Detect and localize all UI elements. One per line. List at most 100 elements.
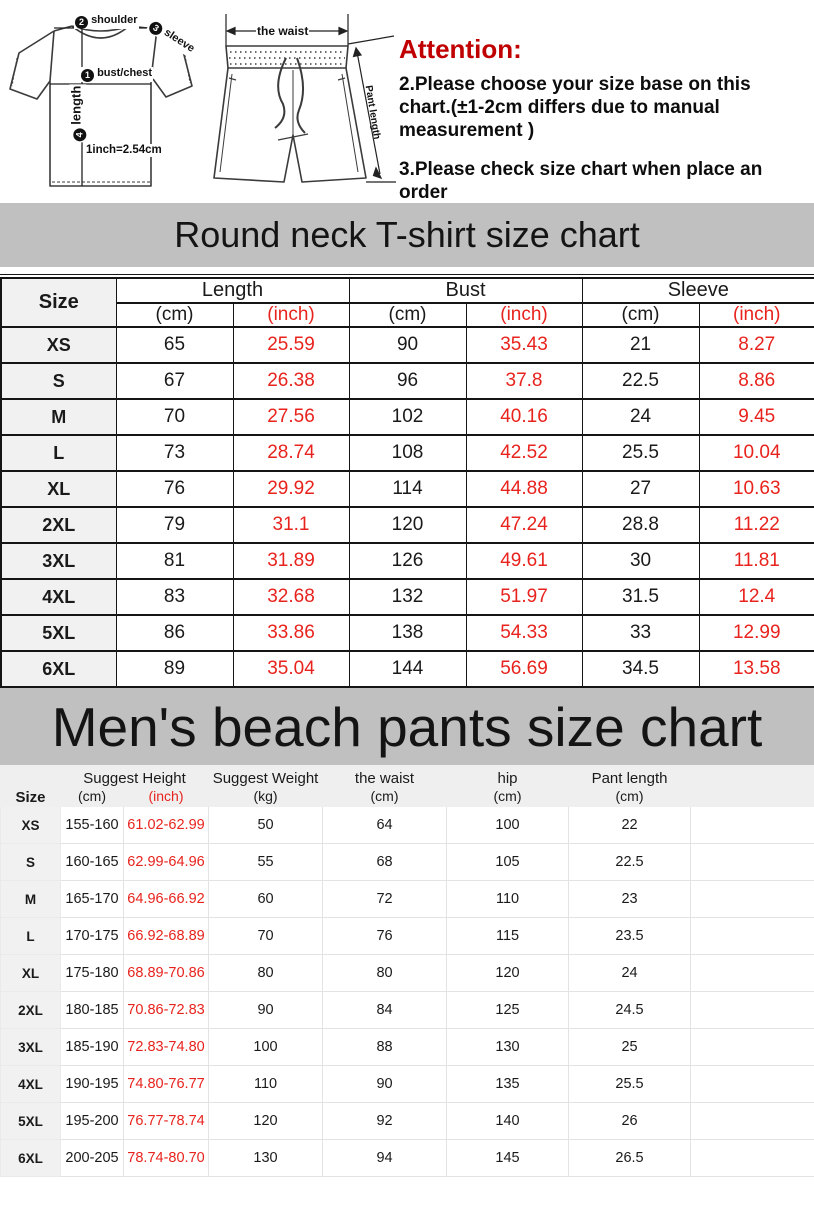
tshirt-sleeve-inch-cell: 10.04: [698, 434, 814, 472]
tshirt-bust-inch-cell: 54.33: [465, 614, 583, 652]
bust-number-badge: 1: [81, 69, 94, 82]
pants-height-inch-cell: 61.02-62.99: [122, 806, 210, 844]
pants-size-row: 6XL 200-205 78.74-80.70 130 94 145 26.5: [0, 1139, 814, 1177]
pants-size-cell: 4XL: [0, 1065, 61, 1103]
tshirt-size-row: 6XL 89 35.04 144 56.69 34.5 13.58: [0, 650, 814, 688]
tshirt-bust-cm-cell: 90: [348, 326, 467, 364]
pants-waist-cell: 84: [322, 991, 448, 1029]
tshirt-sleeve-inch-cell: 11.22: [698, 506, 814, 544]
tshirt-sleeve-inch-cell: 11.81: [698, 542, 814, 580]
pants-weight-cell: 90: [208, 991, 324, 1029]
pants-size-row: S 160-165 62.99-64.96 55 68 105 22.5: [0, 843, 814, 881]
tshirt-size-row: XS 65 25.59 90 35.43 21 8.27: [0, 326, 814, 364]
tshirt-length-inch-cell: 26.38: [232, 362, 350, 400]
tshirt-size-cell: 5XL: [0, 614, 117, 652]
attention-note-2: 2.Please choose your size base on this c…: [399, 74, 751, 141]
pants-pant-length-cell: 22.5: [568, 843, 692, 881]
tshirt-sleeve-cm-cell: 24: [581, 398, 700, 436]
tshirt-bust-cm-cell: 120: [348, 506, 467, 544]
attention-block: Attention: 2.Please choose your size bas…: [399, 34, 801, 204]
pants-empty-cell: [690, 1139, 814, 1177]
pants-waist-cell: 64: [322, 806, 448, 844]
pants-waist-cell: 92: [322, 1102, 448, 1140]
tshirt-sleeve-inch-cell: 12.4: [698, 578, 814, 616]
tshirt-length-inch-cell: 35.04: [232, 650, 350, 688]
pants-hip-cell: 140: [446, 1102, 570, 1140]
tshirt-bust-cm-cell: 114: [348, 470, 467, 508]
pants-size-cell: M: [0, 880, 61, 918]
pants-weight-kg-unit: (kg): [208, 787, 324, 807]
pants-empty-cell: [690, 843, 814, 881]
pants-size-row: 5XL 195-200 76.77-78.74 120 92 140 26: [0, 1102, 814, 1140]
pants-header-waist: the waist: [322, 765, 448, 788]
pants-pant-length-cell: 24: [568, 954, 692, 992]
inch-conversion-note: 1inch=2.54cm: [85, 144, 163, 157]
tshirt-sleeve-cm-cell: 22.5: [581, 362, 700, 400]
pants-weight-cell: 130: [208, 1139, 324, 1177]
tshirt-size-cell: S: [0, 362, 117, 400]
tshirt-bust-cm-cell: 138: [348, 614, 467, 652]
tshirt-length-cm-cell: 70: [115, 398, 234, 436]
tshirt-length-inch-cell: 28.74: [232, 434, 350, 472]
tshirt-bust-inch-cell: 37.8: [465, 362, 583, 400]
tshirt-length-cm-cell: 81: [115, 542, 234, 580]
tshirt-length-inch-cell: 31.89: [232, 542, 350, 580]
length-number-badge: 4: [73, 128, 87, 142]
tshirt-size-cell: 4XL: [0, 578, 117, 616]
tshirt-header-length: Length: [115, 277, 350, 304]
tshirt-size-cell: L: [0, 434, 117, 472]
pants-size-table: Size Suggest Height Suggest Weight the w…: [0, 765, 814, 1177]
pants-header-weight: Suggest Weight: [208, 765, 324, 788]
pants-pant-length-cell: 23: [568, 880, 692, 918]
tshirt-header-bust: Bust: [348, 277, 583, 304]
pants-size-cell: 5XL: [0, 1102, 61, 1140]
tshirt-size-row: M 70 27.56 102 40.16 24 9.45: [0, 398, 814, 436]
pants-height-inch-unit: (inch): [122, 787, 210, 807]
tshirt-table-body: XS 65 25.59 90 35.43 21 8.27 S 67 26.38 …: [0, 326, 814, 688]
pants-height-inch-cell: 74.80-76.77: [122, 1065, 210, 1103]
pants-hip-cm-unit: (cm): [446, 787, 570, 807]
pants-hip-cell: 120: [446, 954, 570, 992]
tshirt-length-cm-cell: 76: [115, 470, 234, 508]
tshirt-bust-inch-cell: 56.69: [465, 650, 583, 688]
pants-weight-cell: 100: [208, 1028, 324, 1066]
tshirt-bust-inch-unit: (inch): [465, 302, 583, 328]
pants-empty-cell: [690, 1065, 814, 1103]
tshirt-length-inch-cell: 32.68: [232, 578, 350, 616]
tshirt-length-inch-cell: 31.1: [232, 506, 350, 544]
pants-chart-title: Men's beach pants size chart: [51, 695, 763, 758]
pants-size-row: 3XL 185-190 72.83-74.80 100 88 130 25: [0, 1028, 814, 1066]
attention-note-3: 3.Please check size chart when place an …: [399, 159, 763, 203]
shorts-measure-diagram: the waist Pant length: [196, 0, 396, 200]
tshirt-bust-cm-cell: 144: [348, 650, 467, 688]
pants-size-cell: L: [0, 917, 61, 955]
tshirt-sleeve-cm-unit: (cm): [581, 302, 700, 328]
pants-weight-cell: 50: [208, 806, 324, 844]
pants-height-cm-unit: (cm): [60, 787, 124, 807]
tshirt-length-cm-cell: 86: [115, 614, 234, 652]
tshirt-sleeve-cm-cell: 34.5: [581, 650, 700, 688]
tshirt-bust-inch-cell: 49.61: [465, 542, 583, 580]
pants-header-pant-length: Pant length: [568, 765, 692, 788]
pants-hip-cell: 125: [446, 991, 570, 1029]
shorts-drawing: [213, 14, 396, 183]
tshirt-sleeve-inch-unit: (inch): [698, 302, 814, 328]
tshirt-length-cm-cell: 83: [115, 578, 234, 616]
pants-pant-length-cell: 24.5: [568, 991, 692, 1029]
attention-title: Attention:: [399, 34, 522, 64]
pants-waist-cm-unit: (cm): [322, 787, 448, 807]
pants-weight-cell: 60: [208, 880, 324, 918]
top-section: 2 shoulder 3 sleeve 1 bust/chest 4 lengt…: [0, 0, 814, 203]
pants-pant-length-cell: 22: [568, 806, 692, 844]
pants-height-cm-cell: 170-175: [60, 917, 124, 955]
tshirt-bust-inch-cell: 51.97: [465, 578, 583, 616]
pants-size-row: 2XL 180-185 70.86-72.83 90 84 125 24.5: [0, 991, 814, 1029]
tshirt-bust-inch-cell: 47.24: [465, 506, 583, 544]
tshirt-length-inch-cell: 33.86: [232, 614, 350, 652]
pants-size-cell: 2XL: [0, 991, 61, 1029]
pants-height-inch-cell: 72.83-74.80: [122, 1028, 210, 1066]
pants-height-cm-cell: 175-180: [60, 954, 124, 992]
pants-height-inch-cell: 70.86-72.83: [122, 991, 210, 1029]
pants-size-row: L 170-175 66.92-68.89 70 76 115 23.5: [0, 917, 814, 955]
tshirt-sleeve-inch-cell: 9.45: [698, 398, 814, 436]
